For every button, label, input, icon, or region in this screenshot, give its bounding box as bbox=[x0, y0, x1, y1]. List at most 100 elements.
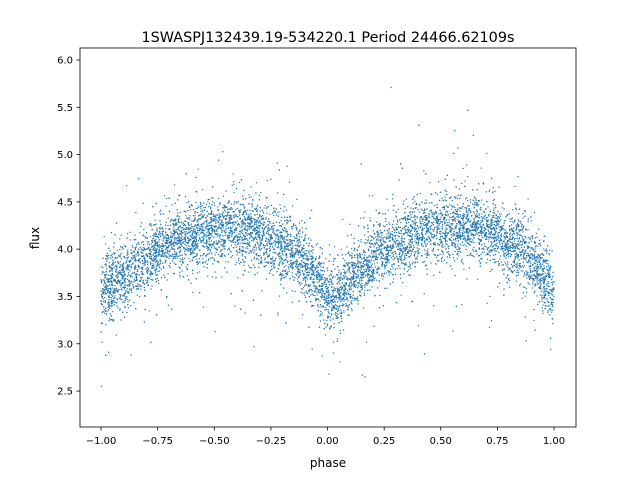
data-point bbox=[508, 213, 510, 215]
data-point bbox=[304, 262, 306, 264]
data-point bbox=[505, 263, 507, 265]
data-point bbox=[505, 232, 507, 234]
data-point bbox=[202, 258, 204, 260]
data-point bbox=[256, 213, 258, 215]
data-point bbox=[326, 302, 328, 304]
data-point bbox=[448, 251, 450, 253]
data-point bbox=[280, 219, 282, 222]
data-point bbox=[509, 286, 511, 288]
data-points bbox=[100, 86, 555, 387]
data-point bbox=[377, 235, 379, 237]
data-point bbox=[376, 247, 378, 249]
data-point bbox=[205, 203, 207, 205]
data-point bbox=[296, 266, 298, 268]
data-point bbox=[277, 241, 279, 243]
data-point bbox=[530, 246, 532, 248]
data-point bbox=[158, 270, 161, 272]
data-point bbox=[545, 288, 547, 290]
data-point bbox=[549, 269, 551, 271]
data-point bbox=[527, 246, 529, 248]
data-point bbox=[165, 232, 167, 234]
data-point bbox=[162, 244, 164, 246]
data-point bbox=[509, 235, 511, 238]
data-point bbox=[460, 222, 462, 225]
data-point bbox=[252, 198, 254, 201]
data-point bbox=[308, 291, 310, 293]
data-point bbox=[436, 206, 438, 208]
data-point bbox=[522, 228, 524, 230]
data-point bbox=[243, 206, 245, 208]
data-point bbox=[546, 284, 548, 286]
data-point bbox=[319, 256, 321, 258]
data-point bbox=[466, 221, 468, 223]
data-point bbox=[532, 236, 534, 238]
data-point bbox=[376, 221, 378, 223]
data-point bbox=[283, 227, 285, 229]
data-point bbox=[489, 236, 491, 238]
data-point bbox=[344, 291, 347, 293]
data-point bbox=[508, 279, 510, 281]
data-point bbox=[368, 270, 370, 272]
data-point bbox=[110, 270, 112, 272]
data-point bbox=[413, 211, 415, 213]
data-point bbox=[540, 277, 542, 279]
data-point bbox=[321, 285, 323, 287]
data-point bbox=[196, 258, 198, 260]
data-point bbox=[482, 220, 484, 222]
data-point bbox=[236, 261, 238, 264]
data-point bbox=[531, 235, 533, 237]
data-point bbox=[392, 244, 394, 247]
data-point bbox=[172, 248, 175, 250]
data-point bbox=[368, 195, 370, 197]
data-point bbox=[446, 234, 448, 236]
data-point bbox=[179, 246, 181, 248]
data-point bbox=[301, 288, 303, 290]
data-point bbox=[243, 264, 245, 266]
data-point bbox=[131, 245, 134, 247]
data-point bbox=[164, 248, 166, 251]
data-point bbox=[404, 264, 406, 266]
data-point bbox=[267, 241, 269, 243]
data-point bbox=[121, 299, 123, 301]
data-point bbox=[405, 231, 407, 234]
data-point bbox=[182, 241, 184, 243]
data-point bbox=[111, 272, 113, 274]
data-point bbox=[137, 288, 139, 290]
data-point bbox=[494, 237, 496, 240]
data-point bbox=[126, 257, 128, 259]
data-point bbox=[219, 235, 221, 237]
data-point bbox=[481, 213, 483, 215]
data-point bbox=[123, 276, 125, 278]
data-point bbox=[498, 237, 500, 239]
data-point bbox=[285, 209, 288, 211]
data-point bbox=[267, 262, 269, 264]
data-point bbox=[437, 249, 439, 251]
data-point bbox=[533, 292, 535, 294]
data-point bbox=[233, 203, 235, 205]
data-point bbox=[491, 215, 493, 217]
data-point bbox=[317, 266, 319, 268]
data-point bbox=[250, 235, 253, 237]
data-point bbox=[302, 314, 304, 316]
data-point bbox=[151, 272, 153, 274]
data-point bbox=[173, 234, 175, 236]
data-point bbox=[544, 297, 546, 299]
data-point bbox=[207, 198, 209, 201]
data-point bbox=[457, 245, 459, 247]
data-point bbox=[143, 264, 145, 266]
data-point bbox=[462, 213, 465, 215]
data-point bbox=[203, 266, 205, 268]
data-point bbox=[204, 261, 206, 263]
data-point bbox=[505, 247, 507, 249]
data-point bbox=[293, 236, 295, 238]
data-point bbox=[521, 265, 524, 267]
data-point bbox=[169, 254, 172, 256]
data-point bbox=[220, 222, 222, 224]
data-point bbox=[552, 299, 554, 301]
data-point bbox=[400, 245, 402, 247]
data-point bbox=[527, 253, 529, 255]
data-point bbox=[414, 261, 416, 263]
data-point bbox=[452, 253, 454, 255]
data-point bbox=[392, 238, 394, 241]
data-point bbox=[236, 227, 238, 229]
